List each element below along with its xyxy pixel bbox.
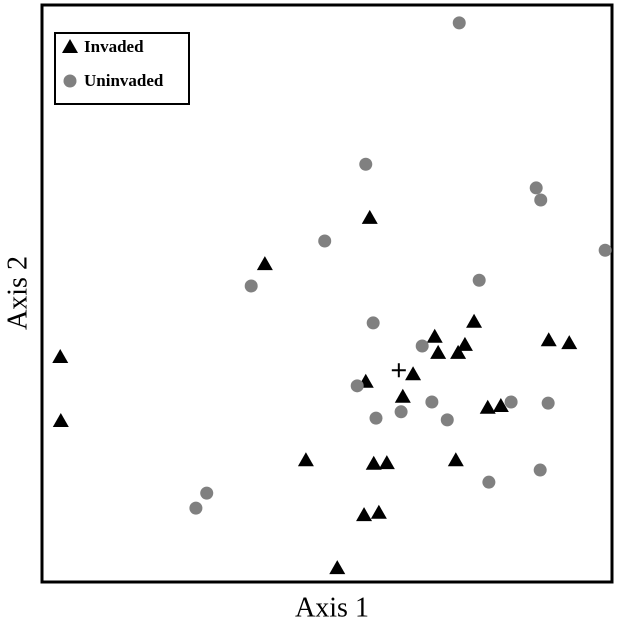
point [189, 501, 203, 515]
x-axis-label: Axis 1 [295, 592, 369, 623]
legend-label: Uninvaded [84, 71, 164, 90]
point [378, 455, 395, 470]
point [359, 157, 373, 171]
point [456, 336, 473, 351]
point [466, 313, 483, 328]
point [425, 395, 439, 409]
point [447, 452, 464, 467]
point [440, 413, 454, 427]
point [426, 328, 443, 343]
point [540, 332, 557, 347]
point [256, 256, 273, 271]
point [472, 273, 486, 287]
point [482, 475, 496, 489]
point [561, 335, 578, 350]
point [361, 209, 378, 224]
plot-frame [40, 3, 614, 584]
y-axis-label: Axis 2 [2, 256, 33, 330]
point [200, 486, 214, 500]
point [541, 396, 555, 410]
point [394, 388, 411, 403]
point [52, 413, 69, 428]
point [52, 348, 69, 363]
point [366, 316, 380, 330]
point [479, 399, 496, 414]
point [504, 395, 518, 409]
point [534, 193, 548, 207]
legend-box [54, 32, 190, 105]
point [365, 455, 382, 470]
point [598, 243, 612, 257]
point [318, 234, 332, 248]
point [329, 560, 346, 575]
point [430, 344, 447, 359]
point [369, 411, 383, 425]
point [356, 507, 373, 522]
point [244, 279, 258, 293]
point [297, 452, 314, 467]
point [405, 366, 422, 381]
point [370, 504, 387, 519]
point [350, 379, 364, 393]
point [452, 16, 466, 30]
centroid [391, 363, 406, 378]
legend-marker [63, 74, 77, 88]
point [533, 463, 547, 477]
legend-marker [62, 39, 78, 53]
point [492, 398, 509, 413]
point [394, 405, 408, 419]
point [450, 344, 467, 359]
point [415, 339, 429, 353]
legend-label: Invaded [84, 37, 144, 56]
point [529, 181, 543, 195]
